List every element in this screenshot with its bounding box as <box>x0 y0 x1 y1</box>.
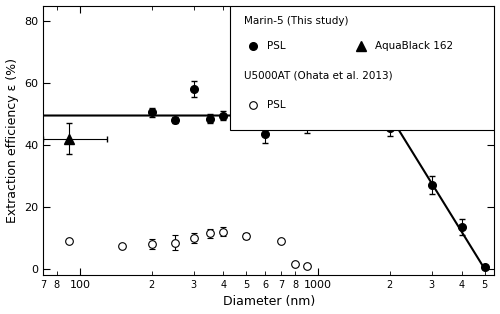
Text: PSL: PSL <box>266 41 285 51</box>
X-axis label: Diameter (nm): Diameter (nm) <box>222 295 315 308</box>
Text: U5000AT (Ohata et al. 2013): U5000AT (Ohata et al. 2013) <box>244 71 392 81</box>
FancyBboxPatch shape <box>230 6 494 129</box>
Text: PSL: PSL <box>266 100 285 110</box>
Text: AquaBlack 162: AquaBlack 162 <box>375 41 453 51</box>
Y-axis label: Extraction efficiency ε (%): Extraction efficiency ε (%) <box>6 58 18 223</box>
Text: Marin-5 (This study): Marin-5 (This study) <box>244 16 348 26</box>
